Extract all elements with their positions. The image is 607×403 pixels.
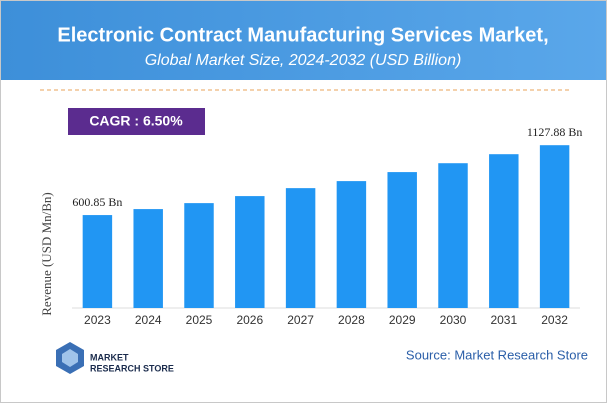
logo-text: MARKET [90, 352, 129, 362]
bar [285, 188, 316, 308]
logo-text: RESEARCH STORE [90, 363, 174, 373]
header [1, 1, 606, 80]
bar [387, 172, 417, 308]
x-tick-label: 2026 [236, 313, 263, 327]
y-axis-label: Revenue (USD Mn/Bn) [39, 192, 54, 316]
x-tick-label: 2029 [389, 313, 416, 327]
x-tick-label: 2030 [440, 313, 467, 327]
x-tick-label: 2023 [84, 313, 111, 327]
x-tick-label: 2025 [186, 313, 213, 327]
bar [489, 154, 519, 308]
bar [539, 145, 570, 308]
source: Source: Market Research Store [406, 347, 588, 362]
bar [133, 209, 163, 308]
data-label: 1127.88 Bn [527, 125, 583, 139]
bar [336, 181, 367, 308]
x-tick-label: 2032 [541, 313, 568, 327]
x-tick-label: 2028 [338, 313, 365, 327]
bar [82, 215, 113, 308]
bar [235, 196, 265, 308]
cagr-box [68, 108, 205, 135]
bar [184, 203, 214, 308]
x-tick-label: 2031 [490, 313, 517, 327]
bar [438, 163, 468, 308]
chart-title: Electronic Contract Manufacturing Servic… [57, 24, 548, 46]
data-label: 600.85 Bn [72, 195, 122, 209]
logo: MARKET RESEARCH STORE [56, 342, 174, 374]
x-tick-label: 2027 [287, 313, 314, 327]
cagr-text: CAGR : 6.50% [89, 113, 183, 129]
logo-icon-inner [62, 349, 78, 367]
chart-subtitle: Global Market Size, 2024-2032 (USD Billi… [145, 52, 462, 69]
x-tick-label: 2024 [135, 313, 162, 327]
